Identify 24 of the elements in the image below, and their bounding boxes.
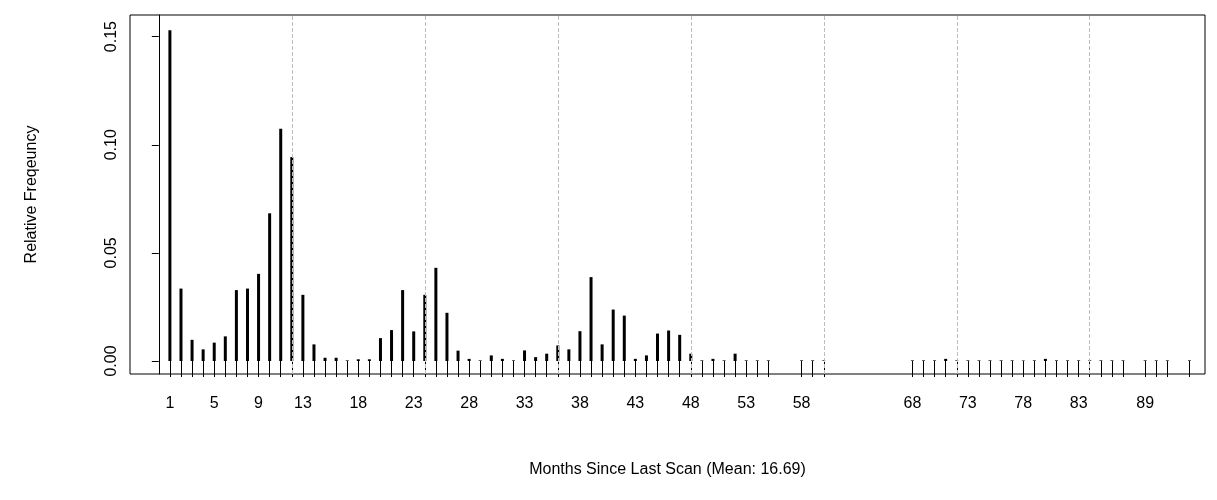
y-tick-label: 0.15 — [101, 20, 119, 53]
x-tick-label: 28 — [460, 393, 479, 411]
y-axis-title: Relative Freqeuncy — [21, 125, 39, 264]
x-tick-label: 78 — [1014, 393, 1033, 411]
x-tick-label: 13 — [293, 393, 312, 411]
x-tick-label: 33 — [515, 393, 534, 411]
y-tick-label: 0.00 — [101, 345, 119, 377]
x-tick-label: 53 — [737, 393, 756, 411]
x-tick-label: 9 — [254, 393, 264, 411]
y-tick-label: 0.05 — [101, 237, 119, 269]
x-tick-label: 83 — [1069, 393, 1088, 411]
x-tick-label: 58 — [792, 393, 811, 411]
x-tick-label: 1 — [165, 393, 175, 411]
x-tick-label: 5 — [209, 393, 219, 411]
x-axis-title: Months Since Last Scan (Mean: 16.69) — [529, 459, 806, 477]
y-tick-label: 0.10 — [101, 129, 119, 161]
x-tick-label: 43 — [626, 393, 645, 411]
x-tick-label: 48 — [681, 393, 700, 411]
x-tick-label: 89 — [1136, 393, 1155, 411]
x-tick-label: 23 — [404, 393, 423, 411]
x-tick-label: 18 — [349, 393, 368, 411]
x-tick-label: 38 — [571, 393, 589, 411]
x-tick-label: 73 — [958, 393, 977, 411]
x-tick-label: 68 — [903, 393, 922, 411]
